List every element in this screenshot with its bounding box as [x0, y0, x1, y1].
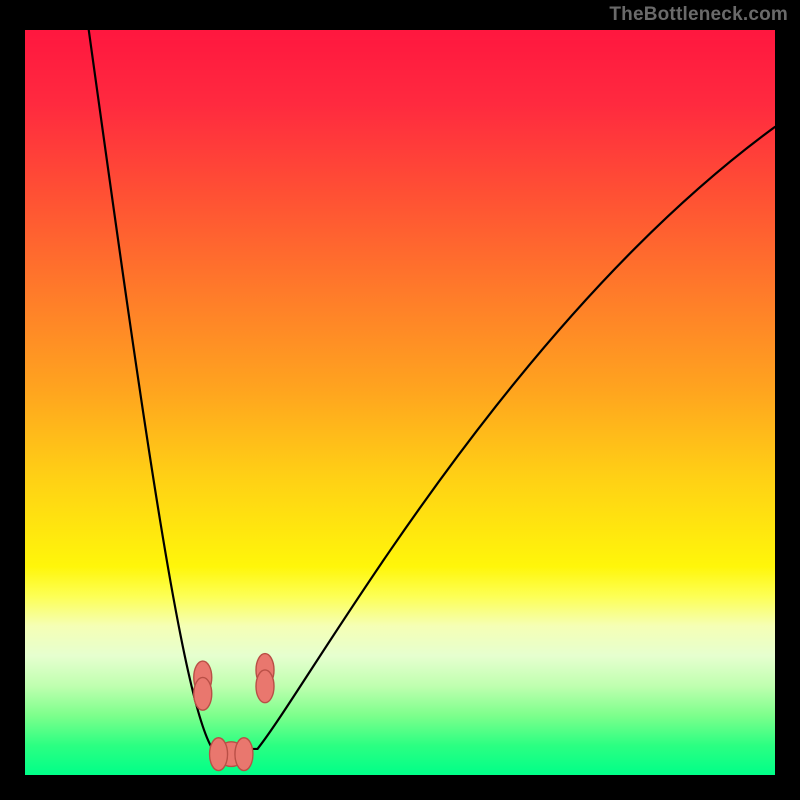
chart-svg: [0, 0, 800, 800]
curve-marker: [256, 654, 274, 703]
curve-marker: [210, 738, 253, 771]
curve-marker: [194, 661, 212, 710]
plot-area: [25, 30, 775, 775]
bottleneck-chart: TheBottleneck.com: [0, 0, 800, 800]
watermark-text: TheBottleneck.com: [609, 4, 788, 26]
